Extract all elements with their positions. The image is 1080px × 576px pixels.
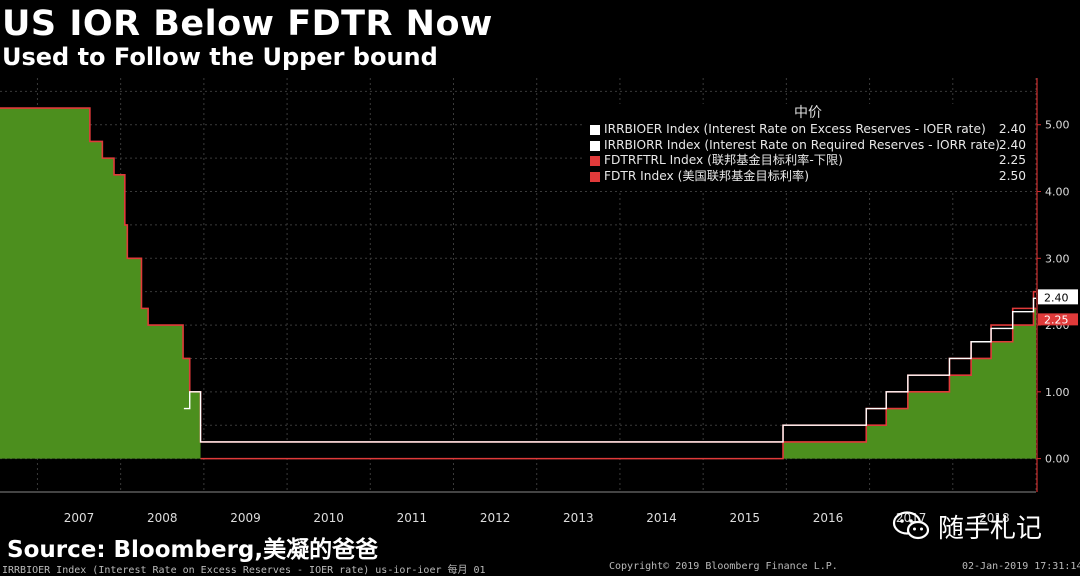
value-tag-lower [1038, 313, 1078, 326]
legend-value: 2.25 [998, 153, 1026, 167]
legend-item: IRRBIOER Index (Interest Rate on Excess … [582, 122, 1034, 138]
footer-timestamp: 02-Jan-2019 17:31:14 [962, 561, 1080, 572]
y-tick-label: 1.00 [1045, 386, 1070, 399]
legend-value: 2.50 [998, 168, 1026, 183]
y-tick-label: 4.00 [1045, 186, 1070, 199]
legend-label: IRRBIORR Index (Interest Rate on Require… [604, 137, 1000, 152]
area-series-fill [0, 108, 1036, 459]
x-tick-label: 2007 [64, 511, 95, 525]
footer-copyright: Copyright© 2019 Bloomberg Finance L.P. [609, 561, 838, 572]
legend-label: IRRBIOER Index (Interest Rate on Excess … [604, 122, 986, 136]
value-tag-ioer-label: 2.40 [1044, 291, 1069, 304]
watermark-text: 随手札记 [938, 513, 1043, 544]
legend-header: 中价 [794, 105, 822, 121]
legend-swatch [590, 125, 600, 135]
y-tick-label: 0.00 [1045, 453, 1070, 466]
x-tick-label: 2018 [979, 511, 1010, 525]
legend-item: FDTR Index (美国联邦基金目标利率) 2.50 [582, 169, 1034, 185]
footer-left: IRRBIOER Index (Interest Rate on Excess … [2, 565, 486, 576]
series-lines [0, 107, 1036, 460]
series-line-ioer [183, 297, 1036, 443]
legend-value: 2.40 [998, 122, 1026, 136]
x-tick-label: 2015 [729, 511, 760, 525]
x-tick-label: 2009 [230, 511, 261, 525]
x-tick-label: 2011 [397, 511, 428, 525]
legend-label: FDTRFTRL Index (联邦基金目标利率-下限) [604, 153, 843, 167]
legend-swatch [590, 171, 600, 182]
legend-label: FDTR Index (美国联邦基金目标利率) [604, 168, 809, 183]
legend: 中价 IRRBIOER Index (Interest Rate on Exce… [582, 104, 1034, 190]
chart-title: US IOR Below FDTR Now [2, 4, 493, 44]
x-tick-label: 2008 [147, 511, 178, 525]
value-tag-ioer [1038, 289, 1078, 305]
watermark: 随手札记 [892, 506, 1042, 546]
x-tick-label: 2016 [813, 511, 844, 525]
source-note: Source: Bloomberg,美凝的爸爸 [7, 537, 379, 563]
chart-subtitle: Used to Follow the Upper bound [2, 43, 438, 71]
x-tick-label: 2014 [646, 511, 677, 525]
value-tag-lower-label: 2.25 [1044, 313, 1069, 326]
legend-item: FDTRFTRL Index (联邦基金目标利率-下限) 2.25 [582, 153, 1034, 169]
x-tick-label: 2012 [480, 511, 511, 525]
y-tick-label: 5.00 [1045, 119, 1070, 132]
y-tick-label: 3.00 [1045, 252, 1070, 265]
legend-swatch [590, 140, 600, 151]
legend-swatch [590, 156, 600, 166]
wechat-icon [892, 511, 930, 540]
legend-value: 2.40 [998, 137, 1026, 152]
x-tick-label: 2013 [563, 511, 594, 525]
legend-item: IRRBIORR Index (Interest Rate on Require… [582, 138, 1034, 154]
x-tick-label: 2010 [313, 511, 344, 525]
